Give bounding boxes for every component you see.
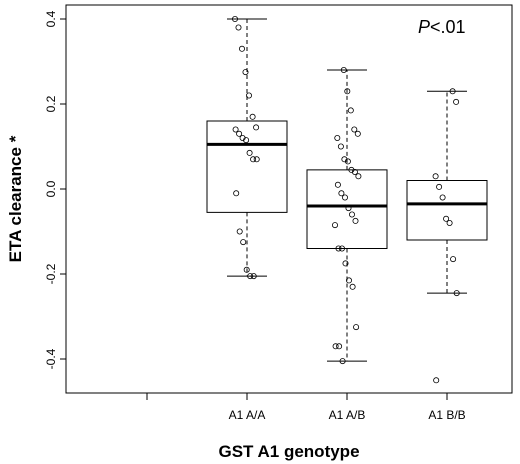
data-point bbox=[243, 266, 250, 273]
data-point bbox=[253, 124, 260, 131]
data-point bbox=[355, 173, 362, 180]
data-point bbox=[345, 205, 352, 212]
iqr-box bbox=[206, 120, 288, 213]
data-point bbox=[341, 194, 348, 201]
iqr-box bbox=[306, 169, 388, 249]
data-point bbox=[338, 245, 345, 252]
data-point bbox=[235, 24, 242, 31]
y-axis-title: ETA clearance * bbox=[6, 135, 25, 262]
data-point bbox=[334, 134, 341, 141]
data-point bbox=[231, 15, 238, 22]
data-point bbox=[449, 88, 456, 95]
data-point bbox=[335, 245, 342, 252]
data-point bbox=[349, 283, 356, 290]
y-tick-label: -0.2 bbox=[44, 263, 58, 284]
data-point bbox=[242, 69, 249, 76]
y-tick-label: 0.0 bbox=[44, 180, 58, 197]
data-point bbox=[240, 239, 247, 246]
data-point bbox=[433, 377, 440, 384]
data-point bbox=[243, 137, 250, 144]
data-point bbox=[236, 228, 243, 235]
data-point bbox=[344, 158, 351, 165]
data-point bbox=[246, 149, 253, 156]
data-point bbox=[342, 260, 349, 267]
x-axis-title: GST A1 genotype bbox=[218, 442, 359, 461]
data-point bbox=[249, 113, 256, 120]
data-point bbox=[436, 183, 443, 190]
data-point bbox=[339, 358, 346, 365]
data-point bbox=[340, 67, 347, 74]
data-point bbox=[337, 143, 344, 150]
data-point bbox=[353, 324, 360, 331]
box-group bbox=[406, 88, 488, 384]
x-tick-label: A1 A/B bbox=[329, 408, 366, 422]
data-point bbox=[336, 343, 343, 350]
data-point bbox=[238, 45, 245, 52]
data-point bbox=[351, 168, 358, 175]
data-point bbox=[354, 130, 361, 137]
data-point bbox=[250, 156, 257, 163]
data-point bbox=[348, 211, 355, 218]
data-point bbox=[450, 256, 457, 263]
data-point bbox=[446, 219, 453, 226]
data-point bbox=[345, 277, 352, 284]
data-point bbox=[236, 130, 243, 137]
box-group bbox=[206, 15, 288, 280]
data-point bbox=[338, 190, 345, 197]
data-point bbox=[332, 343, 339, 350]
data-point bbox=[344, 88, 351, 95]
data-point bbox=[432, 173, 439, 180]
data-point bbox=[439, 194, 446, 201]
x-tick-label: A1 A/A bbox=[229, 408, 266, 422]
data-point bbox=[351, 126, 358, 133]
box-group bbox=[306, 67, 388, 365]
data-point bbox=[245, 92, 252, 99]
x-tick-label: A1 B/B bbox=[428, 408, 465, 422]
y-tick-label: 0.2 bbox=[44, 95, 58, 112]
p-value-annotation: P<.01 bbox=[418, 17, 466, 37]
p-value-symbol: P bbox=[418, 17, 430, 37]
data-point bbox=[253, 156, 260, 163]
data-point bbox=[331, 222, 338, 229]
box-groups bbox=[206, 15, 488, 384]
x-axis: A1 A/A A1 A/B A1 B/B bbox=[146, 393, 466, 422]
y-tick-label: -0.4 bbox=[44, 348, 58, 369]
data-point bbox=[443, 215, 450, 222]
data-point bbox=[347, 107, 354, 114]
iqr-box bbox=[406, 180, 488, 241]
data-point bbox=[250, 273, 257, 280]
data-point bbox=[453, 290, 460, 297]
plot-frame bbox=[65, 4, 513, 394]
data-point bbox=[233, 190, 240, 197]
data-point bbox=[334, 181, 341, 188]
data-point bbox=[247, 273, 254, 280]
p-value-threshold: <.01 bbox=[430, 17, 466, 37]
data-point bbox=[352, 217, 359, 224]
data-point bbox=[232, 126, 239, 133]
data-point bbox=[453, 98, 460, 105]
y-axis: -0.4 -0.2 0.0 0.2 0.4 bbox=[44, 10, 66, 369]
y-tick-label: 0.4 bbox=[44, 10, 58, 27]
